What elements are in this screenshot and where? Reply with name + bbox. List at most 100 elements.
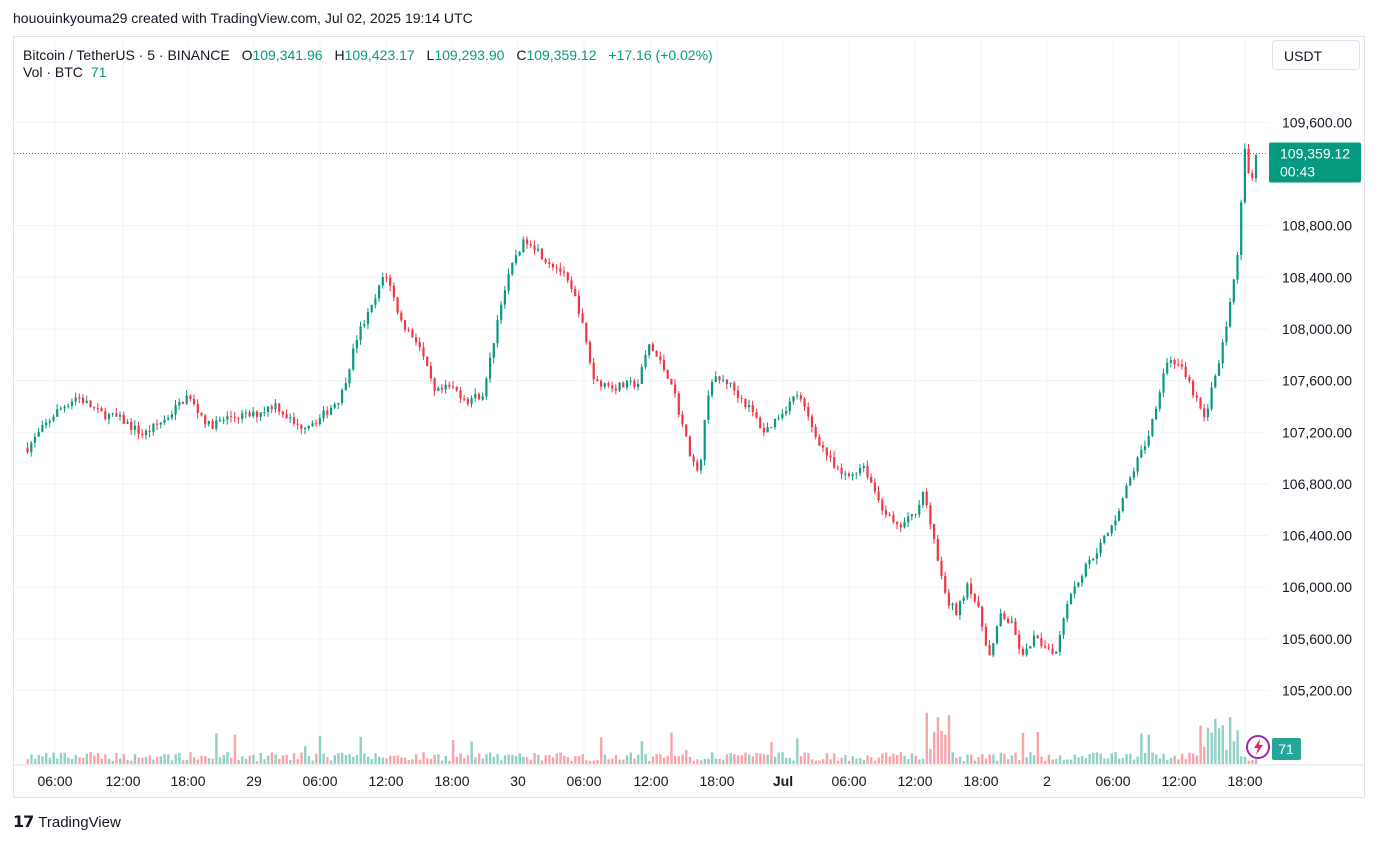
volume-bar xyxy=(962,760,965,764)
candle-body xyxy=(259,412,262,417)
volume-bar xyxy=(1047,754,1051,764)
volume-bar xyxy=(1058,755,1062,764)
volume-bar xyxy=(152,759,155,764)
candle-body xyxy=(921,491,925,505)
candle-body xyxy=(26,447,29,453)
candle-body xyxy=(537,248,540,251)
candle-body xyxy=(1247,148,1250,173)
candle-body xyxy=(862,465,865,468)
volume-bar xyxy=(1155,754,1158,764)
volume-bar xyxy=(1092,752,1095,764)
volume-bar xyxy=(1240,756,1243,764)
volume-bar xyxy=(378,756,381,764)
volume-bar xyxy=(563,755,566,764)
volume-bar xyxy=(1014,752,1017,764)
volume-bar xyxy=(1214,718,1217,764)
candle-body xyxy=(489,357,492,379)
candle-body xyxy=(326,410,329,415)
volume-bar xyxy=(385,758,388,764)
price-badge xyxy=(1269,142,1361,183)
volume-bar xyxy=(100,758,103,764)
currency-button[interactable]: USDT xyxy=(1272,40,1360,70)
price-badge-countdown: 00:43 xyxy=(1280,163,1315,179)
volume-bar xyxy=(1151,752,1154,764)
high-value: 109,423.17 xyxy=(344,47,415,63)
volume-bar xyxy=(792,760,795,764)
volume-bar xyxy=(829,759,832,764)
volume-bar xyxy=(56,758,59,764)
candle-body xyxy=(381,277,384,286)
candle-body xyxy=(1158,392,1161,409)
volume-bar xyxy=(1036,731,1039,764)
volume-bar xyxy=(1243,756,1247,764)
candle-body xyxy=(474,393,477,399)
candle-body xyxy=(359,326,362,341)
volume-bar xyxy=(548,754,551,764)
candle-body xyxy=(448,384,451,387)
footer-brand[interactable]: 𝟭𝟳 TradingView xyxy=(13,812,121,832)
volume-bar xyxy=(733,754,736,764)
volume-bar xyxy=(215,733,218,764)
y-tick-label: 107,200.00 xyxy=(1282,424,1352,440)
candle-body xyxy=(966,583,969,598)
volume-bar xyxy=(315,753,318,764)
snapshot-header: hououinkyouma29 created with TradingView… xyxy=(13,10,473,26)
price-badge-value: 109,359.12 xyxy=(1280,145,1350,161)
candle-body xyxy=(866,465,869,477)
candle-body xyxy=(415,337,418,343)
candle-body xyxy=(437,387,440,392)
candle-body xyxy=(729,382,732,384)
volume-bar xyxy=(200,755,203,764)
candle-body xyxy=(1095,553,1098,559)
volume-bar xyxy=(466,755,470,764)
candle-body xyxy=(881,500,884,511)
candle-body xyxy=(914,514,917,516)
candle-body xyxy=(770,427,773,429)
candle-body xyxy=(429,365,432,379)
volume-bar xyxy=(851,756,854,764)
volume-bar xyxy=(181,760,185,764)
volume-bar xyxy=(1225,749,1228,764)
volume-bar xyxy=(873,760,877,764)
candle-body xyxy=(718,376,721,381)
candle-body xyxy=(674,384,677,394)
volume-bar xyxy=(1217,728,1221,764)
candle-body xyxy=(396,297,399,313)
volume-bar xyxy=(633,758,636,764)
candle-body xyxy=(933,524,936,539)
volume-bar xyxy=(448,760,451,764)
x-tick-label: 18:00 xyxy=(1227,773,1262,789)
volume-bar xyxy=(1055,758,1058,764)
volume-bar xyxy=(833,753,836,764)
candle-body xyxy=(773,418,777,428)
candle-body xyxy=(1051,648,1054,654)
candle-body xyxy=(592,362,595,380)
candle-body xyxy=(803,398,806,407)
candle-body xyxy=(796,395,799,397)
volume-bar xyxy=(773,756,777,764)
candle-body xyxy=(366,311,370,325)
candle-body xyxy=(1099,542,1102,554)
volume-bar xyxy=(995,760,999,764)
volume-bar xyxy=(818,760,821,764)
volume-bar xyxy=(78,757,81,764)
volume-bar xyxy=(918,759,921,764)
candle-body xyxy=(1018,634,1021,649)
candle-body xyxy=(529,244,532,246)
candle-body xyxy=(159,422,162,425)
candle-body xyxy=(844,473,847,475)
candle-body xyxy=(566,272,569,281)
volume-bar xyxy=(618,759,621,764)
volume-label[interactable]: Vol · BTC xyxy=(23,64,83,80)
symbol-label[interactable]: Bitcoin / TetherUS · 5 · BINANCE xyxy=(23,47,230,63)
candle-body xyxy=(82,397,85,403)
volume-bar xyxy=(766,754,769,764)
candle-body xyxy=(93,407,96,409)
candle-body xyxy=(618,382,621,391)
close-label: C xyxy=(516,47,527,63)
candle-body xyxy=(507,274,510,291)
candle-body xyxy=(67,405,70,407)
candle-body xyxy=(940,560,943,576)
candle-body xyxy=(1036,635,1039,639)
